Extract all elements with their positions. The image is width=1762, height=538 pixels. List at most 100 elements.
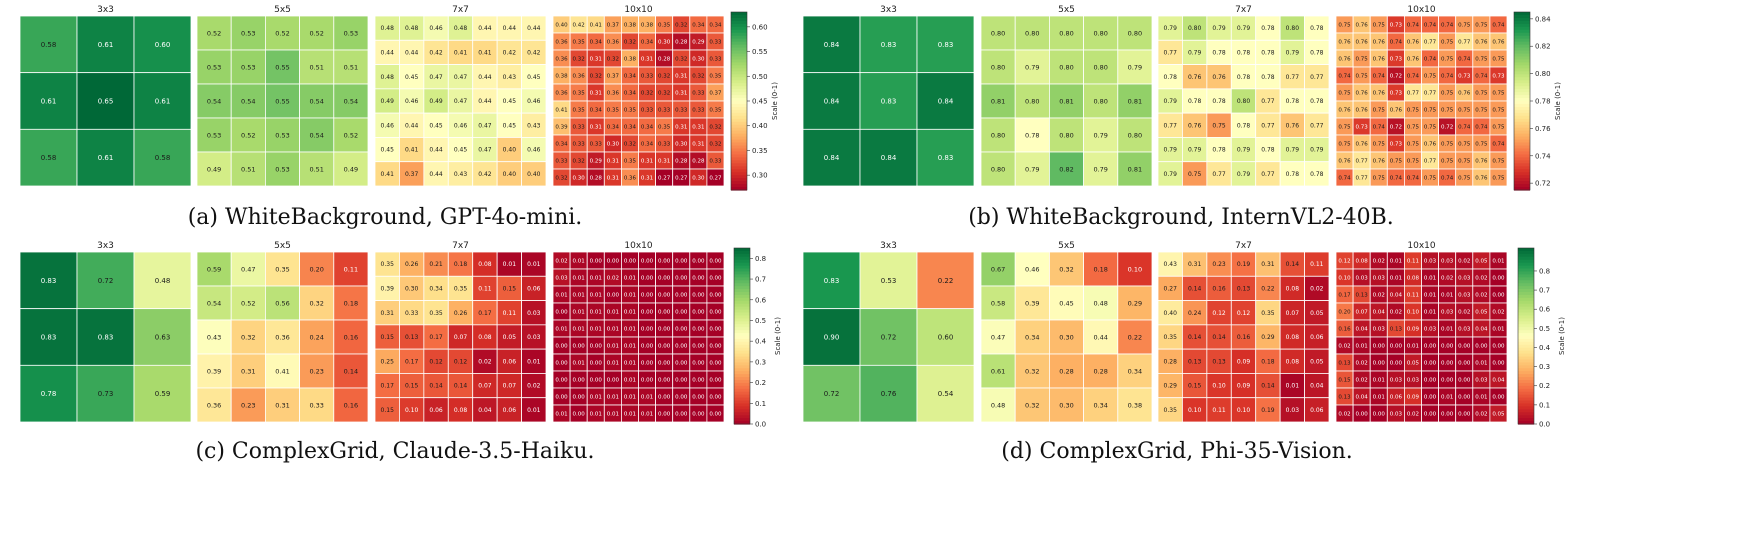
heatmap-cell — [447, 112, 474, 138]
cell-label: 0.00 — [675, 275, 688, 281]
cell-label: 0.14 — [344, 367, 358, 375]
cell-label: 0.36 — [573, 73, 586, 79]
cell-label: 0.03 — [1441, 309, 1454, 315]
heatmap-cell — [472, 275, 498, 301]
cell-label: 0.08 — [478, 334, 492, 341]
colorbar-tick-label: 0.55 — [752, 48, 768, 56]
heatmap-cell — [472, 300, 498, 326]
cell-label: 0.32 — [624, 39, 636, 45]
cell-label: 0.78 — [41, 390, 57, 398]
cell-label: 0.00 — [658, 292, 671, 298]
heatmap-cell — [423, 137, 449, 163]
cell-label: 0.00 — [641, 292, 654, 298]
colorbar-segment — [731, 59, 747, 64]
cell-label: 0.34 — [1128, 367, 1142, 375]
colorbar-segment — [1514, 154, 1530, 158]
cell-label: 0.77 — [1286, 74, 1300, 81]
cell-label: 0.78 — [1025, 131, 1039, 139]
heatmap-cell — [980, 251, 1016, 287]
heatmap-cell — [264, 15, 300, 51]
colorbar-segment — [734, 359, 750, 363]
cell-label: 0.75 — [1492, 175, 1505, 181]
heatmap-cell — [521, 64, 547, 90]
colorbar-segment — [731, 92, 747, 96]
cell-label: 0.00 — [641, 275, 654, 281]
colorbar-segment — [734, 315, 750, 319]
cell-label: 0.32 — [555, 175, 567, 181]
cell-label: 0.00 — [1492, 360, 1505, 366]
colorbar-segment — [734, 400, 750, 405]
cell-label: 0.49 — [207, 165, 221, 173]
colorbar-segment — [734, 394, 750, 399]
cell-label: 0.01 — [573, 326, 585, 332]
cell-label: 0.72 — [1390, 73, 1402, 79]
colorbar-tick-label: 0.50 — [752, 73, 768, 81]
colorbar-segment — [1514, 127, 1530, 132]
cell-label: 0.34 — [692, 22, 705, 28]
cell-label: 0.00 — [675, 309, 688, 315]
heatmap-title: 10x10 — [1407, 241, 1436, 251]
colorbar-segment — [731, 83, 747, 87]
colorbar-segment — [1514, 56, 1530, 61]
heatmap-cell — [299, 49, 335, 85]
cell-label: 0.43 — [1164, 261, 1178, 268]
cell-label: 0.74 — [1492, 141, 1505, 147]
cell-label: 0.75 — [1458, 107, 1471, 113]
heatmap-cell — [1304, 275, 1330, 301]
colorbar-segment — [1514, 139, 1530, 144]
cell-label: 0.36 — [275, 333, 289, 341]
cell-label: 0.48 — [1093, 299, 1107, 307]
cell-label: 0.35 — [1164, 407, 1178, 414]
colorbar-tick-label: 0.4 — [755, 338, 767, 346]
cell-label: 0.48 — [405, 25, 419, 32]
cell-label: 0.44 — [405, 50, 419, 57]
colorbar-segment — [731, 106, 747, 111]
colorbar-segment — [1518, 418, 1534, 422]
cell-label: 0.15 — [1188, 383, 1202, 390]
colorbar-segment — [1518, 377, 1534, 381]
cell-label: 0.47 — [454, 74, 468, 81]
heatmap-cell — [374, 39, 400, 65]
cell-label: 0.31 — [241, 367, 255, 375]
colorbar-segment — [1514, 23, 1530, 28]
cell-label: 0.03 — [1458, 275, 1471, 281]
cell-label: 0.10 — [1338, 275, 1351, 281]
colorbar-segment — [731, 178, 747, 182]
cell-label: 0.31 — [675, 90, 687, 96]
heatmap-cell — [264, 285, 300, 321]
cell-label: 0.75 — [1424, 107, 1437, 113]
heatmap-cell — [399, 112, 425, 138]
cell-label: 0.00 — [658, 394, 671, 400]
heatmap-cell — [1255, 64, 1281, 90]
colorbar-segment — [1518, 309, 1534, 314]
cell-label: 0.41 — [275, 367, 289, 375]
heatmap-cell — [264, 387, 300, 423]
cell-label: 0.14 — [1286, 261, 1300, 268]
cell-label: 0.30 — [573, 175, 586, 181]
cell-label: 0.14 — [1188, 286, 1202, 293]
colorbar-segment — [731, 124, 747, 129]
cell-label: 0.75 — [1492, 158, 1505, 164]
cell-label: 0.35 — [658, 22, 671, 28]
heatmap-cell — [230, 49, 266, 85]
colorbar-tick-label: 0.1 — [1539, 401, 1550, 409]
heatmap-cell — [374, 64, 400, 90]
cell-label: 0.01 — [641, 394, 653, 400]
heatmap-cell — [472, 137, 498, 163]
cell-label: 0.30 — [607, 141, 620, 147]
cell-label: 0.75 — [1407, 141, 1420, 147]
colorbar: 0.0 0.1 0.2 0.3 0.4 0.5 0.6 0.7 0.8 Scale (0-1) — [1517, 247, 1566, 429]
cell-label: 0.12 — [1212, 310, 1226, 317]
heatmap-title: 10x10 — [624, 241, 653, 251]
heatmap-cell — [1182, 137, 1208, 163]
colorbar-segment — [1518, 274, 1534, 278]
colorbar-segment — [1518, 277, 1534, 281]
cell-label: 0.21 — [429, 261, 443, 268]
cell-label: 0.00 — [1492, 292, 1505, 298]
cell-label: 0.76 — [1338, 107, 1351, 113]
cell-label: 0.39 — [555, 124, 568, 130]
cell-label: 0.31 — [1261, 261, 1275, 268]
colorbar-segment — [1518, 321, 1534, 325]
cell-label: 0.00 — [555, 360, 568, 366]
colorbar-tick-label: 0.2 — [1539, 382, 1550, 390]
